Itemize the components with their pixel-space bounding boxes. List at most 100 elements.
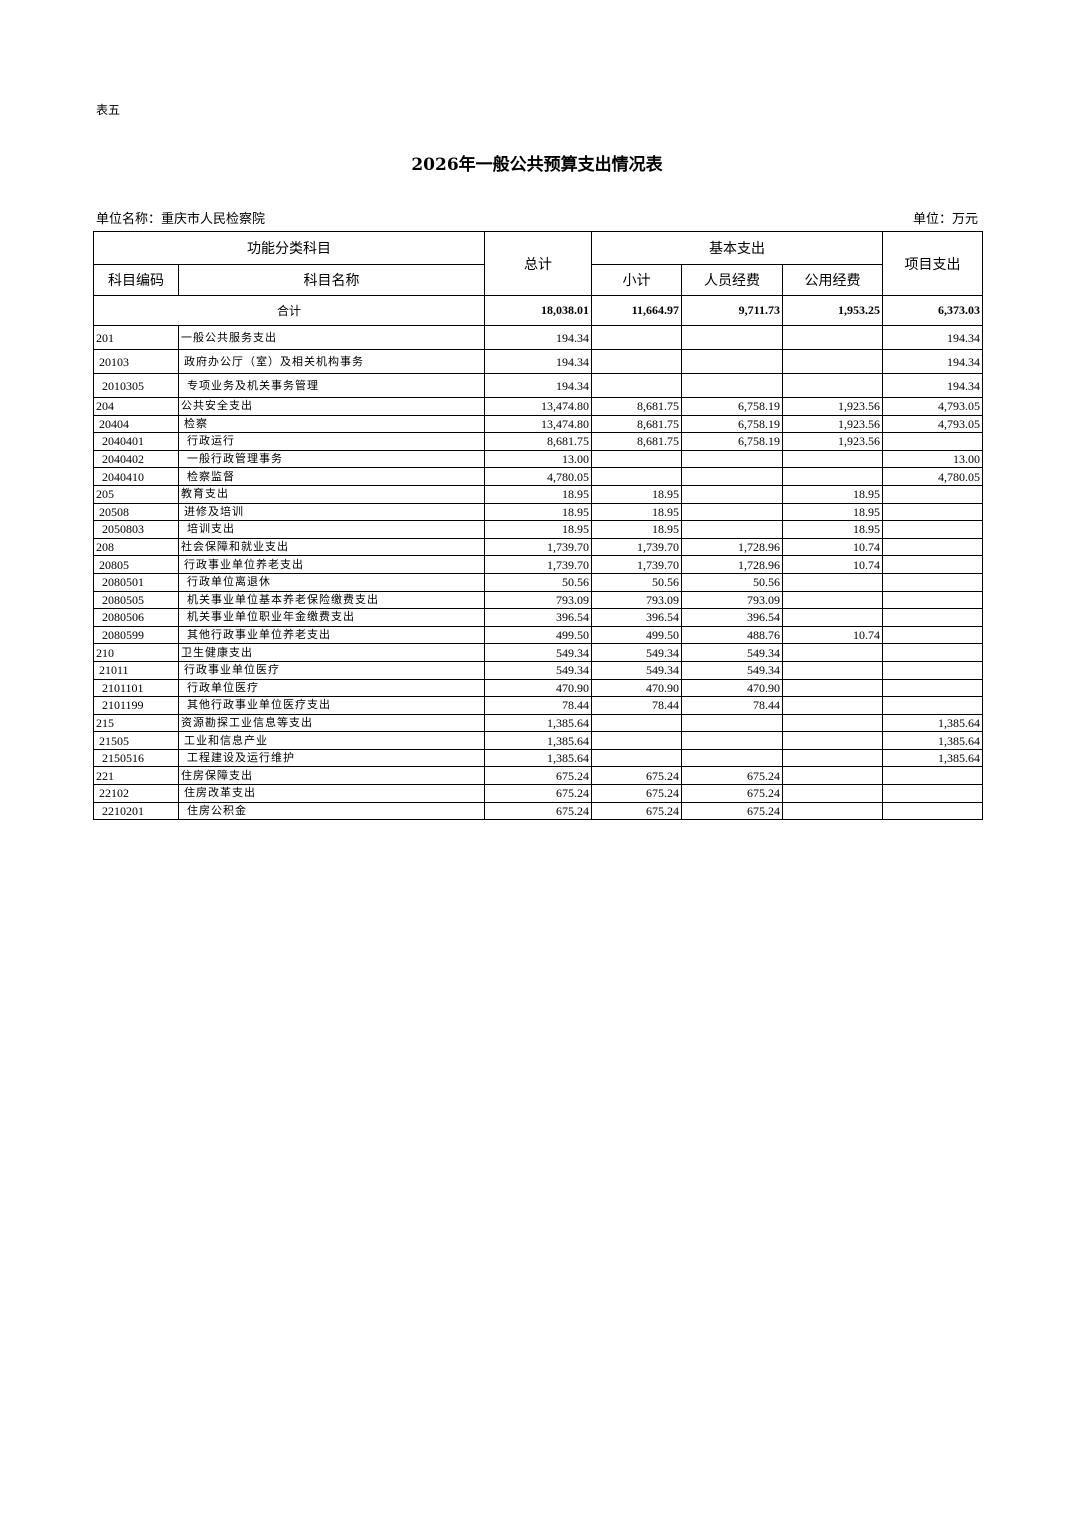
cell-total: 1,385.64: [484, 731, 592, 750]
cell-subtotal: 499.50: [591, 625, 682, 645]
header-project: 项目支出: [882, 231, 984, 296]
cell-project: 4,793.05: [882, 397, 984, 416]
cell-code: 2040402: [93, 449, 179, 469]
cell-project: 194.34: [882, 373, 984, 398]
unit-name: 单位名称：重庆市人民检察院: [96, 212, 266, 227]
cell-personnel: 549.34: [681, 643, 783, 662]
cell-project: [882, 432, 984, 451]
cell-code: 221: [93, 766, 179, 786]
total-row: 合计 18,038.01 11,664.97 9,711.73 1,953.25…: [93, 295, 984, 326]
cell-total: 4,780.05: [484, 467, 592, 486]
cell-name: 进修及培训: [178, 502, 485, 522]
cell-project: [882, 572, 984, 592]
cell-name: 住房改革支出: [178, 784, 485, 803]
cell-project: 4,780.05: [882, 467, 984, 486]
cell-public: 1,923.56: [781, 432, 884, 451]
total-total: 18,038.01: [484, 295, 592, 326]
cell-total: 549.34: [484, 660, 592, 680]
cell-subtotal: [591, 325, 682, 350]
cell-code: 20508: [93, 502, 179, 522]
cell-total: 13,474.80: [484, 414, 592, 434]
cell-public: [781, 766, 884, 786]
cell-name: 教育支出: [178, 484, 485, 504]
cell-code: 208: [93, 537, 179, 557]
cell-personnel: [681, 373, 783, 398]
cell-code: 2040401: [93, 432, 179, 451]
cell-total: 675.24: [484, 784, 592, 803]
cell-total: 50.56: [484, 572, 592, 592]
cell-project: [882, 660, 984, 680]
cell-code: 20103: [93, 349, 179, 374]
cell-personnel: 6,758.19: [681, 414, 783, 434]
table-row: 2101101 行政单位医疗 470.90 470.90 470.90: [93, 678, 984, 698]
cell-public: [781, 608, 884, 627]
cell-subtotal: [591, 449, 682, 469]
header-personnel: 人员经费: [681, 264, 783, 296]
table-row: 2080506 机关事业单位职业年金缴费支出 396.54 396.54 396.54: [93, 608, 984, 627]
cell-subtotal: [591, 349, 682, 374]
cell-total: 78.44: [484, 696, 592, 715]
cell-personnel: 675.24: [681, 784, 783, 803]
cell-project: 1,385.64: [882, 748, 984, 768]
cell-public: 10.74: [781, 625, 884, 645]
cell-name: 专项业务及机关事务管理: [178, 373, 485, 398]
cell-public: [781, 373, 884, 398]
cell-subtotal: 18.95: [591, 502, 682, 522]
cell-personnel: 6,758.19: [681, 432, 783, 451]
table-row: 204 公共安全支出 13,474.80 8,681.75 6,758.19 1,923.…: [93, 397, 984, 416]
cell-code: 2080506: [93, 608, 179, 627]
cell-code: 201: [93, 325, 179, 350]
table-row: 2080599 其他行政事业单位养老支出 499.50 499.50 488.76 10.…: [93, 625, 984, 645]
table-row: 2150516 工程建设及运行维护 1,385.64 1,385.64: [93, 748, 984, 768]
cell-code: 2101101: [93, 678, 179, 698]
cell-project: [882, 608, 984, 627]
cell-public: 18.95: [781, 484, 884, 504]
cell-total: 13.00: [484, 449, 592, 469]
cell-public: [781, 467, 884, 486]
doc-label: 表五: [96, 103, 121, 117]
cell-total: 675.24: [484, 766, 592, 786]
cell-total: 18.95: [484, 520, 592, 539]
total-subtotal: 11,664.97: [591, 295, 682, 326]
cell-public: [781, 325, 884, 350]
table-row: 2040410 检察监督 4,780.05 4,780.05: [93, 467, 984, 486]
cell-code: 20404: [93, 414, 179, 434]
cell-code: 205: [93, 484, 179, 504]
cell-subtotal: [591, 467, 682, 486]
table-row: 201 一般公共服务支出 194.34 194.34: [93, 325, 984, 350]
cell-name: 行政事业单位医疗: [178, 660, 485, 680]
cell-subtotal: 675.24: [591, 766, 682, 786]
header-name: 科目名称: [178, 264, 485, 296]
cell-personnel: 675.24: [681, 801, 783, 821]
cell-public: [781, 349, 884, 374]
cell-project: 1,385.64: [882, 731, 984, 750]
cell-project: [882, 643, 984, 662]
cell-public: [781, 660, 884, 680]
cell-subtotal: 549.34: [591, 643, 682, 662]
cell-name: 工业和信息产业: [178, 731, 485, 750]
cell-personnel: [681, 731, 783, 750]
table-row: 20404 检察 13,474.80 8,681.75 6,758.19 1,923.56…: [93, 414, 984, 434]
cell-subtotal: 8,681.75: [591, 397, 682, 416]
cell-project: [882, 555, 984, 574]
cell-subtotal: 8,681.75: [591, 414, 682, 434]
table-row: 205 教育支出 18.95 18.95 18.95: [93, 484, 984, 504]
cell-project: [882, 502, 984, 522]
cell-personnel: 6,758.19: [681, 397, 783, 416]
cell-code: 2010305: [93, 373, 179, 398]
cell-personnel: [681, 325, 783, 350]
cell-subtotal: 549.34: [591, 660, 682, 680]
table-row: 20508 进修及培训 18.95 18.95 18.95: [93, 502, 984, 522]
cell-total: 470.90: [484, 678, 592, 698]
cell-total: 13,474.80: [484, 397, 592, 416]
cell-code: 2101199: [93, 696, 179, 715]
cell-code: 21505: [93, 731, 179, 750]
cell-name: 卫生健康支出: [178, 643, 485, 662]
header-subtotal: 小计: [591, 264, 682, 296]
cell-project: [882, 537, 984, 557]
cell-project: 1,385.64: [882, 713, 984, 733]
cell-personnel: 488.76: [681, 625, 783, 645]
cell-public: [781, 449, 884, 469]
cell-total: 194.34: [484, 373, 592, 398]
